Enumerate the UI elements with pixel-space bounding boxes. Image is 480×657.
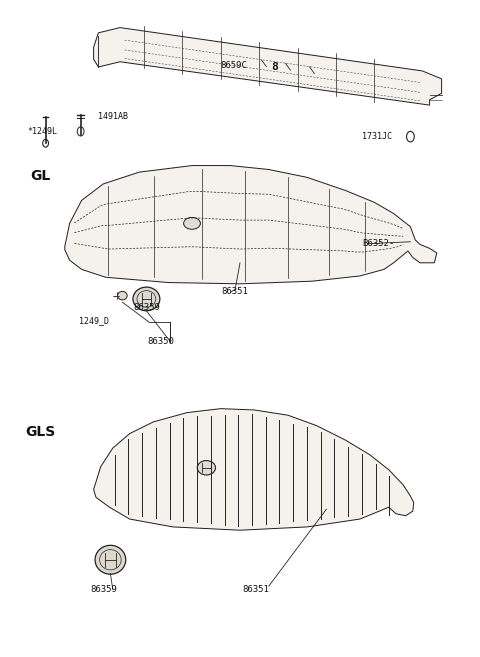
Polygon shape (65, 166, 437, 284)
Text: 8: 8 (271, 62, 278, 72)
Text: 86350: 86350 (147, 337, 174, 346)
Polygon shape (94, 28, 442, 105)
Text: GLS: GLS (25, 425, 56, 440)
Text: 86359: 86359 (133, 303, 160, 312)
Ellipse shape (133, 287, 160, 311)
Text: 86351: 86351 (242, 585, 269, 595)
Ellipse shape (197, 461, 216, 475)
Text: GL: GL (30, 169, 50, 183)
Ellipse shape (118, 292, 127, 300)
Ellipse shape (95, 545, 126, 574)
Text: 1491AB: 1491AB (98, 112, 128, 122)
Text: 1731JC: 1731JC (362, 132, 392, 141)
Text: 86351: 86351 (222, 286, 249, 296)
Text: 8659C: 8659C (221, 61, 248, 70)
Text: 1249_D: 1249_D (79, 316, 109, 325)
Text: 86359: 86359 (90, 585, 117, 595)
Polygon shape (94, 409, 414, 530)
Ellipse shape (183, 217, 201, 229)
Text: B6352-: B6352- (362, 238, 395, 248)
Text: *1249L: *1249L (28, 127, 58, 136)
